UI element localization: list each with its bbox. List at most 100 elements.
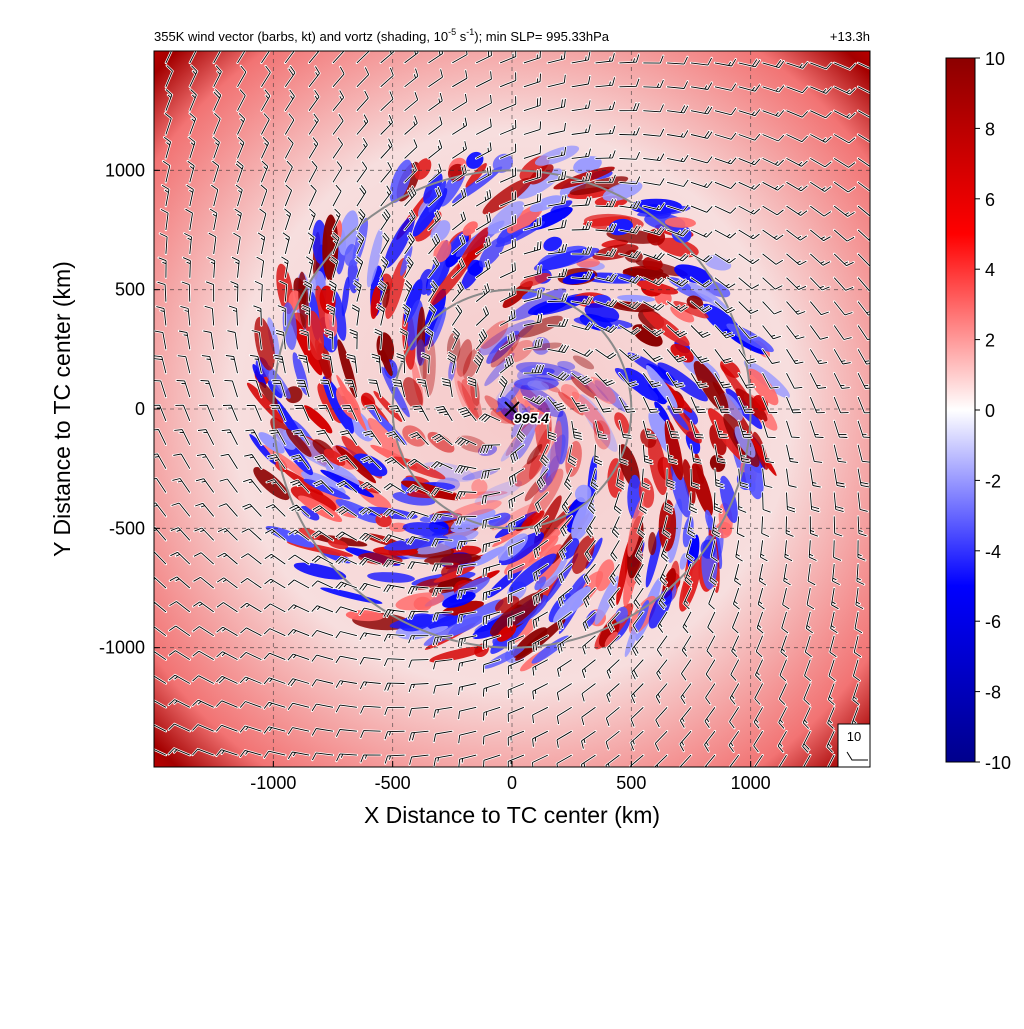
wind-barb <box>833 85 857 96</box>
wind-barb-line <box>532 706 549 724</box>
wind-barb-line <box>643 153 665 162</box>
wind-barb <box>382 508 406 518</box>
vorticity-streak <box>389 522 408 533</box>
wind-barb <box>403 279 413 303</box>
vorticity-streak <box>553 586 591 624</box>
wind-barb <box>358 531 382 543</box>
wind-barb <box>522 288 543 303</box>
wind-barb <box>761 467 774 489</box>
wind-barb-line <box>679 707 692 728</box>
vorticity-streak <box>657 237 699 258</box>
wind-barb <box>713 228 738 240</box>
wind-barb-line <box>581 683 596 702</box>
wind-barb-line <box>287 727 310 735</box>
wind-barb <box>283 207 292 232</box>
wind-barb <box>307 160 319 184</box>
wind-barb <box>280 255 290 279</box>
wind-barb-line <box>571 197 592 207</box>
wind-barb <box>634 539 645 563</box>
wind-barb-line <box>508 468 525 486</box>
wind-barb-line <box>160 209 169 231</box>
wind-barb <box>808 539 818 562</box>
wind-barb <box>154 550 168 566</box>
wind-barb <box>498 166 517 184</box>
wind-barb <box>188 112 197 136</box>
wind-barb-line <box>690 325 711 338</box>
wind-barb-line <box>451 281 464 302</box>
wind-barb <box>809 372 828 390</box>
wind-barb-line <box>176 380 191 398</box>
vorticity-streak <box>513 377 559 391</box>
wind-barb <box>407 610 430 620</box>
wind-barb <box>408 706 430 718</box>
wind-barb <box>340 404 359 423</box>
wind-barb-line <box>581 706 596 726</box>
vorticity-streak <box>456 339 473 377</box>
wind-barb-line <box>432 635 453 646</box>
wind-barb-line <box>458 706 477 720</box>
wind-barb <box>431 586 454 598</box>
wind-barb <box>605 706 621 727</box>
wind-barb <box>761 181 785 192</box>
vorticity-streak <box>482 177 533 215</box>
wind-barb-line <box>635 540 644 562</box>
wind-barb <box>805 586 816 611</box>
wind-barb-line <box>479 444 501 453</box>
wind-barb-line <box>639 492 648 514</box>
wind-barb <box>480 467 502 481</box>
wind-barb-line <box>855 587 864 609</box>
wind-barb <box>210 183 219 208</box>
wind-barb <box>761 348 781 365</box>
wind-barb-line <box>478 413 501 423</box>
wind-barb <box>785 157 809 168</box>
wind-barb-line <box>433 659 453 670</box>
wind-barb <box>707 586 717 611</box>
wind-barb <box>272 354 287 375</box>
wind-barb <box>809 324 830 341</box>
wind-barb-line <box>560 516 573 537</box>
vorticity-streak <box>582 216 631 227</box>
wind-barb <box>432 730 454 744</box>
wind-barb <box>781 586 791 611</box>
wind-barb-line <box>482 539 501 553</box>
wind-barb-line <box>308 184 317 207</box>
wind-barb-line <box>738 325 758 339</box>
wind-barb-line <box>456 539 477 550</box>
wind-barb <box>415 378 430 399</box>
wind-barb-line <box>557 587 572 607</box>
wind-barb <box>498 71 517 88</box>
wind-barb <box>497 374 509 399</box>
wind-barb-line <box>240 627 262 637</box>
wind-barb <box>642 103 665 113</box>
wind-barb-line <box>809 516 819 537</box>
wind-barb <box>475 305 490 327</box>
wind-barb-line <box>154 700 167 708</box>
wind-barb-line <box>298 354 310 374</box>
wind-barb-line <box>457 407 477 422</box>
wind-barb-line <box>571 148 591 159</box>
wind-barb <box>334 580 359 591</box>
wind-barb-line <box>534 492 549 512</box>
wind-barb-line <box>454 464 477 474</box>
vorticity-streak <box>518 403 529 420</box>
wind-barb <box>274 329 287 351</box>
wind-barb-line <box>679 730 692 752</box>
wind-barb-line <box>386 431 405 446</box>
wind-barb-line <box>356 161 368 183</box>
wind-barb <box>406 510 430 520</box>
wind-barb <box>227 304 239 327</box>
wind-barb <box>785 252 808 267</box>
wind-barb-line <box>714 444 726 464</box>
wind-barb-line <box>508 515 525 532</box>
wind-barb <box>642 443 654 466</box>
wind-barb <box>284 159 294 184</box>
wind-barb-line <box>786 253 807 266</box>
wind-barb <box>826 706 836 730</box>
wind-barb-line <box>619 301 641 310</box>
wind-barb-line <box>757 587 765 610</box>
wind-barb <box>631 610 645 634</box>
wind-barb-line <box>631 659 644 680</box>
wind-barb-line <box>630 706 644 727</box>
wind-barb-line <box>428 163 442 183</box>
wind-barb <box>556 634 573 655</box>
